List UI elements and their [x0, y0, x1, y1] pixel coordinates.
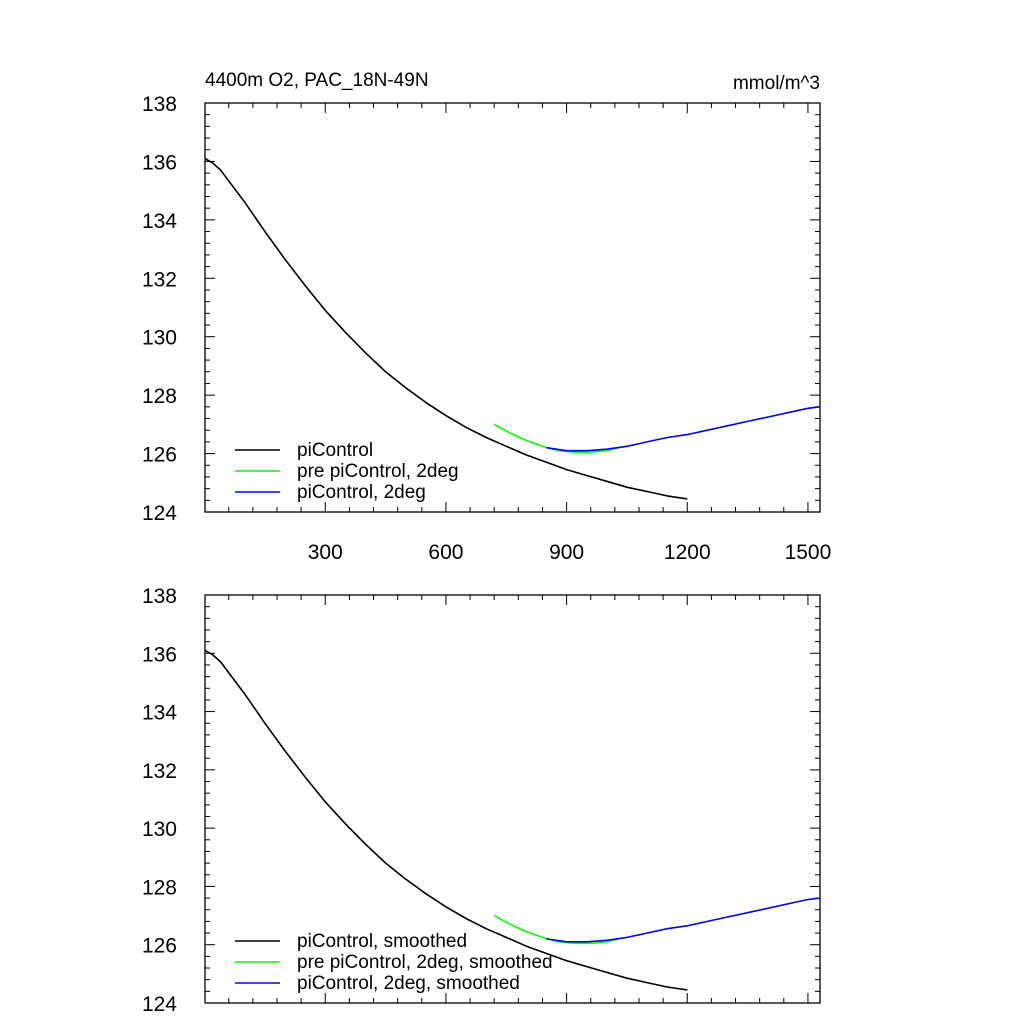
legend-label: piControl, smoothed: [297, 931, 467, 952]
y-tick-label: 132: [142, 268, 177, 291]
series-line-2: [493, 423, 620, 453]
x-tick-label: 300: [308, 541, 343, 564]
y-tick-label: 134: [142, 702, 177, 725]
series-line-1: [204, 649, 688, 991]
x-tick-label: 1200: [664, 541, 711, 564]
chart-panel-1: 124 126 128 130 132 134 136 138 300 600 900 1200 150…: [142, 70, 831, 564]
y-tick-label: 126: [142, 935, 177, 958]
y-tick-label: 128: [142, 385, 177, 408]
y-tick-label: 136: [142, 151, 177, 174]
series-line-3: [546, 406, 821, 452]
legend-label: piControl: [297, 440, 373, 461]
x-tick-label: 900: [549, 541, 584, 564]
legend-label: pre piControl, 2deg: [297, 461, 459, 482]
chart-title: 4400m O2, PAC_18N-49N: [205, 70, 429, 91]
y-tick-label: 136: [142, 643, 177, 666]
y-tick-label: 124: [142, 502, 177, 525]
x-tick-label: 1500: [785, 541, 832, 564]
y-tick-label: 130: [142, 818, 177, 841]
y-tick-label: 130: [142, 327, 177, 350]
legend-label: piControl, 2deg, smoothed: [297, 973, 520, 994]
y-tick-label: 138: [142, 93, 177, 116]
y-tick-label: 124: [142, 993, 177, 1016]
y-tick-label: 134: [142, 210, 177, 233]
plot-frame: [204, 102, 821, 513]
y-tick-label: 126: [142, 444, 177, 467]
series-line-1: [204, 157, 688, 500]
chart-panel-2: 124 126 128 130 132 134 136 138 piControl, smoot…: [142, 585, 821, 1016]
plot-frame: [204, 594, 821, 1004]
series-line-2: [493, 914, 620, 945]
y-tick-label: 138: [142, 585, 177, 608]
x-tick-label: 600: [428, 541, 463, 564]
y-tick-label: 128: [142, 876, 177, 899]
legend-label: piControl, 2deg: [297, 482, 426, 503]
series-line-3: [546, 897, 821, 943]
legend-label: pre piControl, 2deg, smoothed: [297, 952, 553, 973]
y-tick-label: 132: [142, 760, 177, 783]
units-label: mmol/m^3: [733, 73, 820, 94]
